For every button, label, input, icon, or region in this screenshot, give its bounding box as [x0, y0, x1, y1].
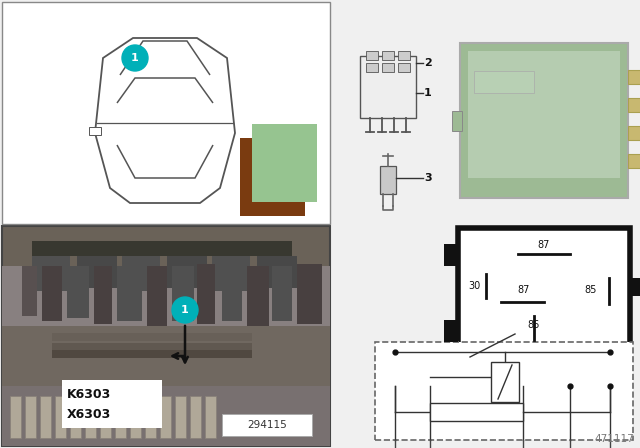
- Bar: [628, 98, 640, 112]
- Bar: [2, 266, 330, 326]
- Bar: [190, 396, 201, 438]
- Polygon shape: [95, 38, 235, 203]
- Text: 2: 2: [424, 58, 432, 68]
- Bar: [175, 396, 186, 438]
- Circle shape: [122, 45, 148, 71]
- Text: 85: 85: [584, 285, 596, 295]
- Text: 86: 86: [527, 320, 540, 330]
- Text: 1: 1: [181, 305, 189, 315]
- Bar: [117, 266, 142, 321]
- Bar: [628, 70, 640, 84]
- Bar: [474, 71, 534, 93]
- Bar: [360, 56, 416, 118]
- Bar: [89, 127, 101, 135]
- Text: 294115: 294115: [247, 420, 287, 430]
- Bar: [452, 111, 462, 131]
- Bar: [55, 396, 66, 438]
- Bar: [366, 63, 378, 72]
- Bar: [52, 343, 252, 351]
- Bar: [444, 320, 458, 342]
- Bar: [52, 350, 252, 358]
- Bar: [366, 51, 378, 60]
- Bar: [2, 386, 330, 446]
- Bar: [458, 228, 630, 348]
- Bar: [100, 396, 111, 438]
- Bar: [167, 256, 207, 288]
- Bar: [197, 264, 215, 324]
- Bar: [212, 256, 250, 291]
- Bar: [172, 266, 194, 321]
- Bar: [67, 266, 89, 318]
- Bar: [145, 396, 156, 438]
- Bar: [22, 266, 37, 316]
- Bar: [130, 396, 141, 438]
- Bar: [257, 256, 297, 288]
- Bar: [160, 396, 171, 438]
- Bar: [240, 138, 305, 216]
- Bar: [32, 256, 70, 291]
- Bar: [77, 256, 117, 288]
- Bar: [380, 166, 396, 194]
- Bar: [398, 63, 410, 72]
- Bar: [2, 2, 330, 224]
- Bar: [252, 124, 317, 202]
- Bar: [2, 326, 330, 386]
- Text: 87: 87: [517, 285, 529, 295]
- Bar: [205, 396, 216, 438]
- Bar: [382, 63, 394, 72]
- Bar: [10, 396, 21, 438]
- Text: 3: 3: [424, 173, 431, 183]
- Bar: [40, 396, 51, 438]
- Bar: [147, 266, 167, 326]
- Bar: [94, 266, 112, 324]
- Bar: [70, 396, 81, 438]
- Text: 471117: 471117: [595, 434, 634, 444]
- Bar: [628, 154, 640, 168]
- Bar: [32, 241, 292, 256]
- Bar: [85, 396, 96, 438]
- Bar: [491, 362, 519, 402]
- Bar: [62, 380, 162, 428]
- Bar: [382, 51, 394, 60]
- Text: 1: 1: [424, 88, 432, 98]
- Bar: [628, 126, 640, 140]
- Text: 87: 87: [538, 240, 550, 250]
- Bar: [272, 266, 292, 321]
- Text: 1: 1: [131, 53, 139, 63]
- Text: 30: 30: [468, 280, 480, 291]
- Text: X6303: X6303: [67, 408, 111, 421]
- Bar: [222, 266, 242, 321]
- Bar: [297, 264, 322, 324]
- Bar: [468, 51, 620, 178]
- Bar: [115, 396, 126, 438]
- Bar: [222, 414, 312, 436]
- Bar: [2, 226, 330, 446]
- Bar: [52, 333, 252, 341]
- Bar: [430, 403, 523, 421]
- Text: K6303: K6303: [67, 388, 111, 401]
- Bar: [398, 51, 410, 60]
- Circle shape: [172, 297, 198, 323]
- Bar: [247, 266, 269, 326]
- Bar: [460, 43, 628, 198]
- Bar: [444, 244, 458, 266]
- Bar: [375, 342, 633, 440]
- Bar: [630, 278, 640, 296]
- Bar: [25, 396, 36, 438]
- Bar: [122, 256, 160, 291]
- Bar: [42, 266, 62, 321]
